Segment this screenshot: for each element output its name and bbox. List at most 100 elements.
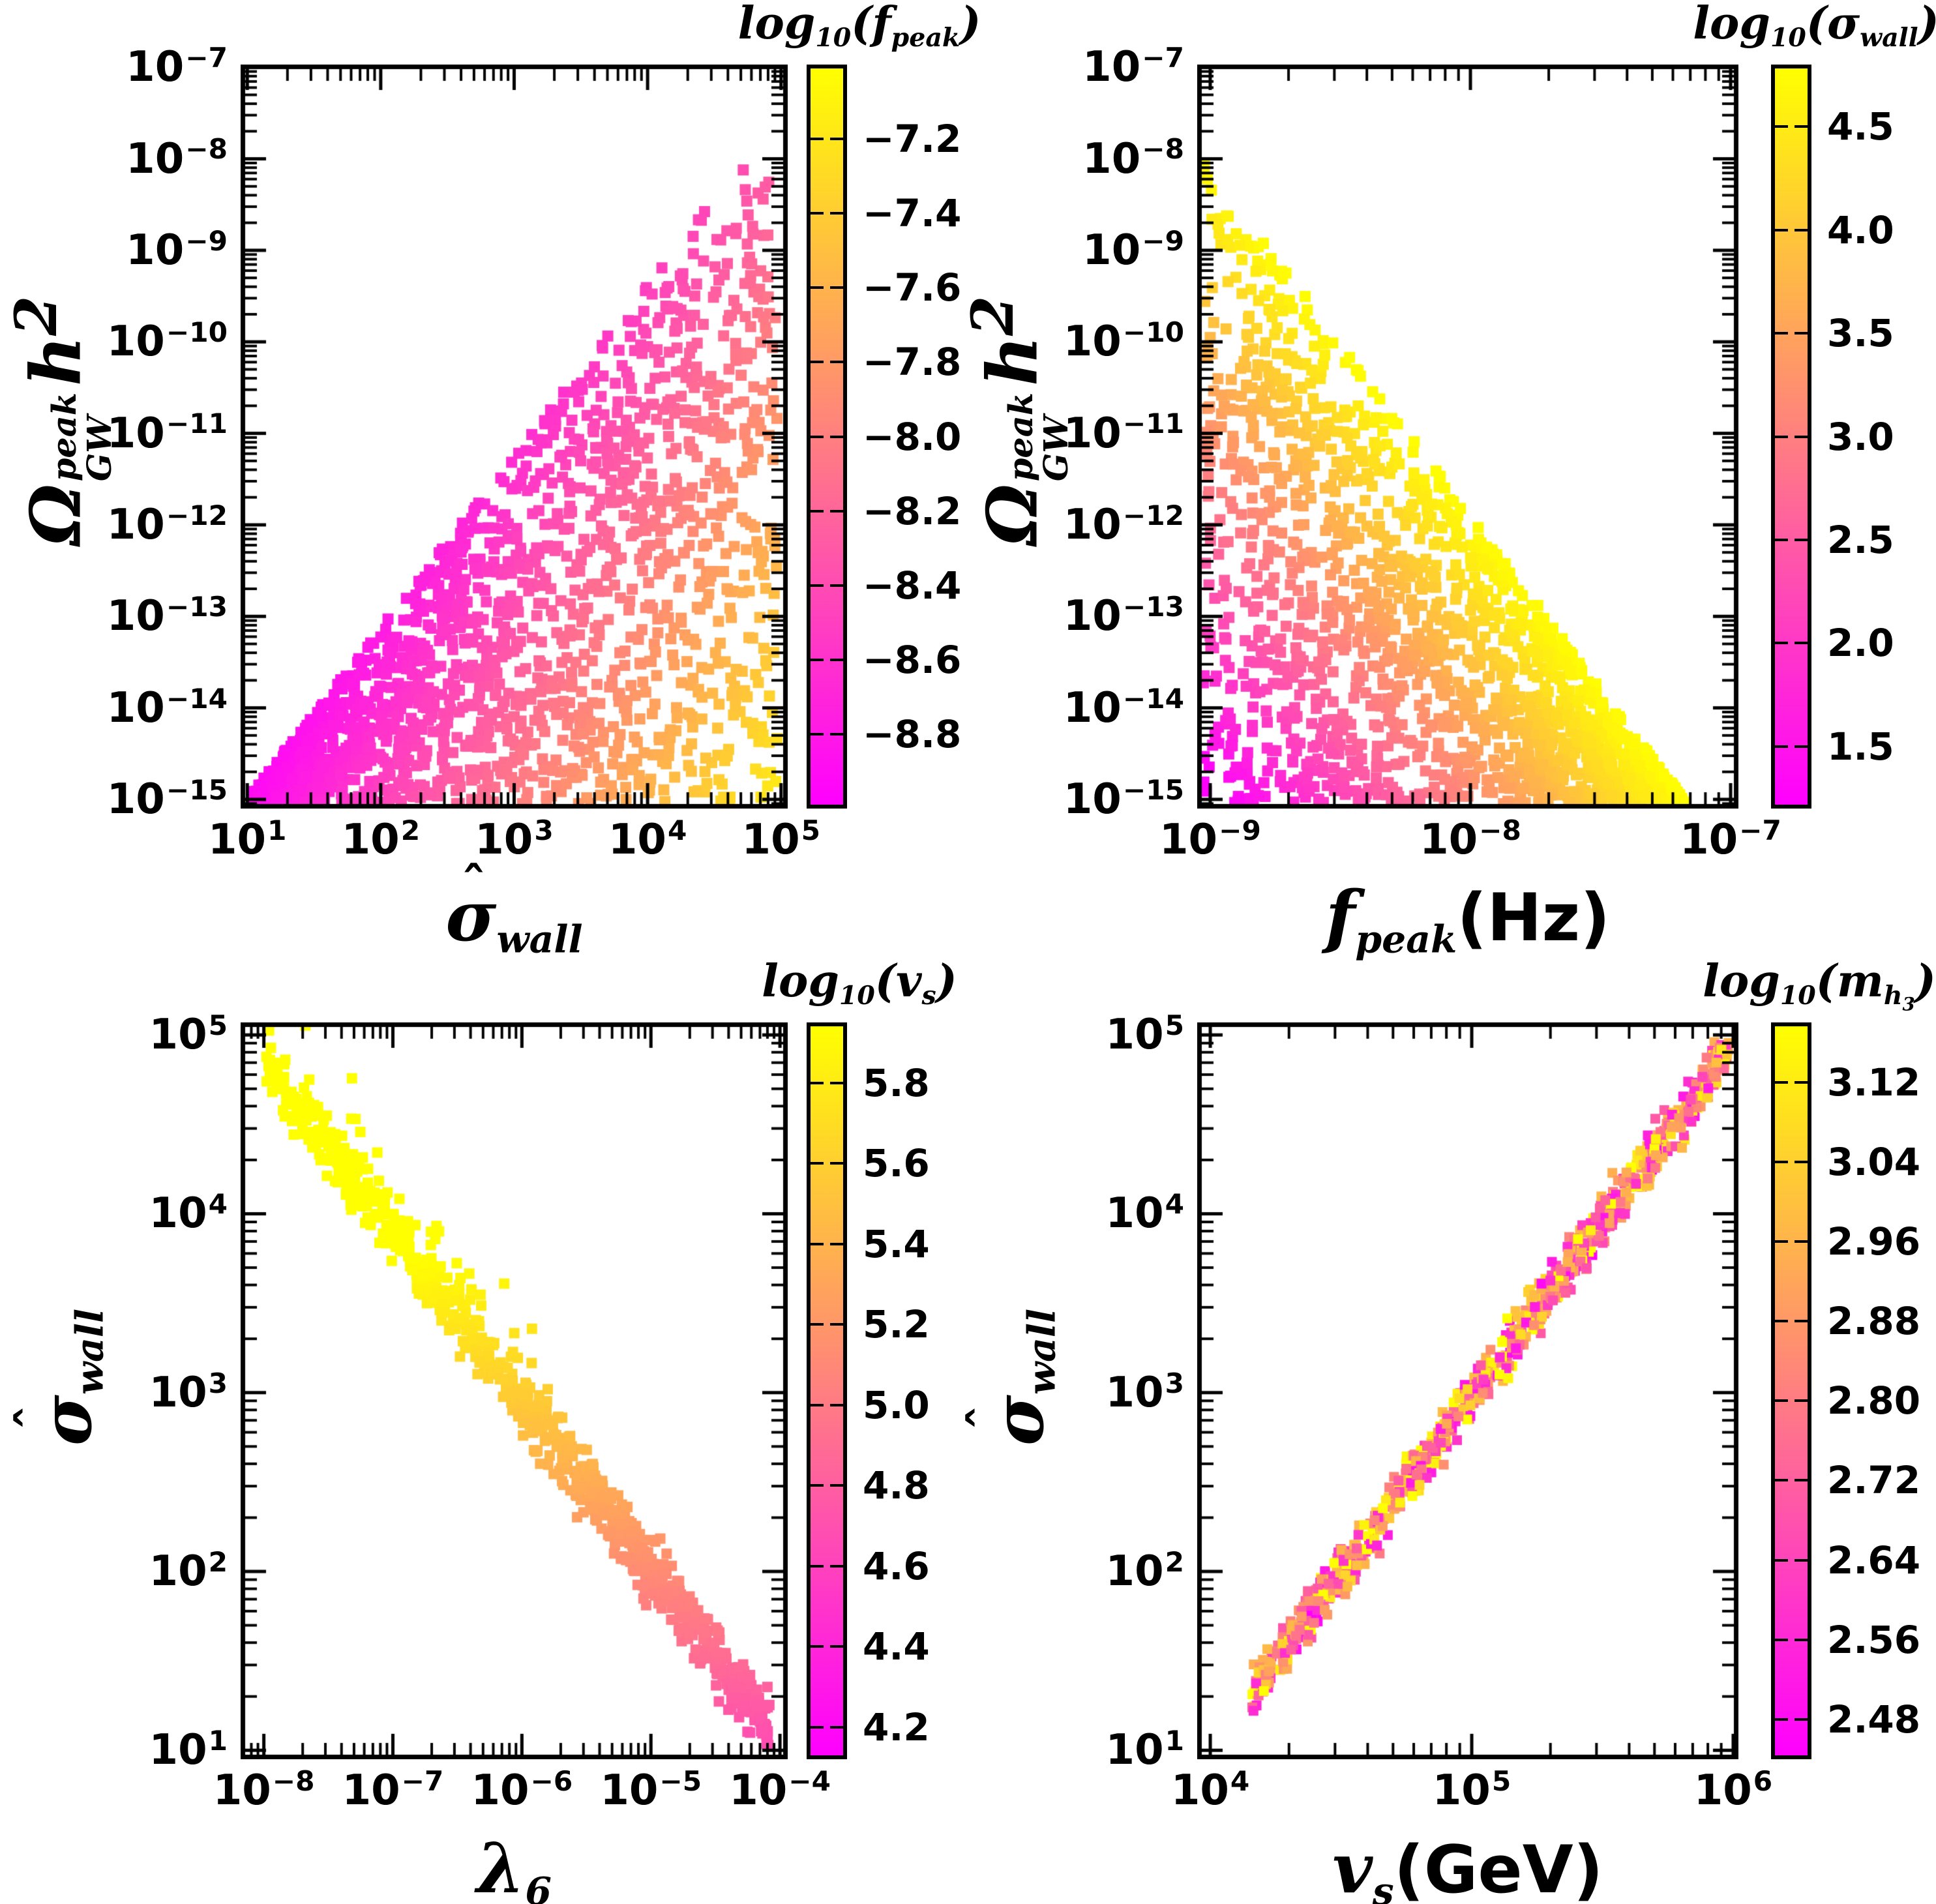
y-tick-label: 10−13 [1063,591,1184,641]
colorbar-vs [807,1022,847,1759]
colorbar-tick-mark [811,658,824,661]
colorbar-tick-mark [1795,1399,1808,1403]
y-tick-label: 104 [149,1188,228,1238]
colorbar-tick-mark [1795,1718,1808,1721]
colorbar-tick-mark [811,212,824,215]
hat-accent: ˆ [6,1405,65,1431]
y-tick-label: 10−13 [106,591,228,641]
colorbar-tick-mark [1775,1399,1788,1403]
colorbar-tick-label: 1.5 [1827,724,1894,769]
x-tick-label: 10−8 [1420,814,1521,864]
x-tick-label: 104 [1170,1764,1250,1815]
colorbar-tick-mark [1795,1558,1808,1562]
x-tick-label: 10−5 [600,1764,702,1815]
y-tick-label: 10−15 [106,773,228,824]
y-axis-label-sigma-wall: ˆ σwall [6,1308,112,1446]
colorbar-tick-mark [1775,1320,1788,1323]
colorbar-tick-label: 3.5 [1827,311,1894,356]
x-tick-label: 10−8 [213,1764,315,1815]
colorbar-tick-mark [830,1162,843,1165]
colorbar-mh3 [1771,1022,1811,1759]
y-tick-label: 10−8 [126,133,228,183]
colorbar-tick-mark [830,212,843,215]
colorbar-title-log-vs: log10(vs) [762,955,957,1011]
colorbar-tick-label: 2.80 [1827,1378,1921,1423]
colorbar-tick-mark [830,1725,843,1729]
colorbar-tick-mark [811,1323,824,1326]
colorbar-tick-label: 2.96 [1827,1219,1921,1264]
y-tick-label: 103 [1105,1367,1184,1417]
x-tick-label: 10−7 [1680,814,1781,864]
colorbar-tick-mark [811,361,824,364]
colorbar-tick-mark [811,732,824,736]
colorbar-tick-mark [830,584,843,587]
colorbar-tick-mark [1795,1240,1808,1243]
colorbar-tick-label: 2.48 [1827,1697,1921,1742]
y-tick-label: 10−9 [126,224,228,275]
colorbar-tick-mark [1795,1320,1808,1323]
y-axis-label-sigma-wall: ˆ σwall [958,1308,1064,1446]
colorbar-tick-label: 5.8 [863,1060,930,1105]
colorbar-tick-mark [1775,435,1788,438]
colorbar-tick-label: 2.0 [1827,621,1894,666]
x-tick-label: 10−4 [729,1764,831,1815]
colorbar-title-log-mh3: log10(mh3) [1703,955,1936,1015]
colorbar-tick-label: −7.6 [863,265,962,310]
scatter-canvas-omega-vs-sigmawall [241,65,788,809]
colorbar-tick-mark [1775,1558,1788,1562]
colorbar-tick-mark [811,584,824,587]
colorbar-tick-mark [1795,1080,1808,1084]
colorbar-tick-mark [1795,642,1808,645]
colorbar-tick-mark [830,1484,843,1487]
y-tick-label: 105 [149,1009,228,1060]
y-tick-label: 10−9 [1082,224,1184,275]
colorbar-tick-label: 3.12 [1827,1060,1921,1105]
colorbar-tick-label: −7.8 [863,340,962,385]
colorbar-tick-mark [1775,1160,1788,1163]
colorbar-tick-mark [830,435,843,438]
colorbar-tick-mark [1775,642,1788,645]
colorbar-tick-mark [830,509,843,513]
colorbar-tick-mark [830,732,843,736]
colorbar-tick-label: −8.2 [863,488,962,533]
hat-accent: ˆ [958,1405,1017,1431]
y-tick-label: 10−10 [1063,316,1184,366]
colorbar-tick-mark [1775,538,1788,541]
y-tick-label: 10−14 [106,682,228,732]
y-tick-label: 102 [1105,1545,1184,1596]
colorbar-tick-label: 5.0 [863,1382,930,1427]
y-tick-label: 10−7 [126,42,228,92]
colorbar-tick-label: 2.64 [1827,1538,1921,1583]
colorbar-tick-mark [1775,745,1788,748]
y-tick-label: 102 [149,1545,228,1596]
colorbar-tick-label: −7.2 [863,117,962,162]
colorbar-tick-label: −8.0 [863,414,962,459]
y-tick-label: 10−10 [106,316,228,366]
colorbar-tick-mark [830,1564,843,1568]
y-tick-label: 10−7 [1082,42,1184,92]
colorbar-tick-mark [811,1564,824,1568]
colorbar-tick-mark [1775,1479,1788,1482]
unit-hz: (Hz) [1457,880,1611,956]
y-tick-label: 10−8 [1082,133,1184,183]
colorbar-tick-mark [830,1081,843,1084]
colorbar-tick-label: 2.56 [1827,1617,1921,1662]
colorbar-tick-label: −8.8 [863,711,962,756]
colorbar-tick-label: −8.4 [863,563,962,608]
y-tick-label: 10−11 [1063,408,1184,458]
colorbar-tick-label: 2.72 [1827,1458,1921,1503]
colorbar-tick-mark [1795,1479,1808,1482]
x-tick-label: 102 [341,814,421,864]
x-tick-label: 10−9 [1159,814,1261,864]
y-tick-label: 10−12 [1063,499,1184,549]
y-tick-label: 10−12 [106,499,228,549]
colorbar-tick-mark [1795,228,1808,231]
x-tick-label: 105 [1432,1764,1512,1815]
colorbar-tick-mark [830,361,843,364]
